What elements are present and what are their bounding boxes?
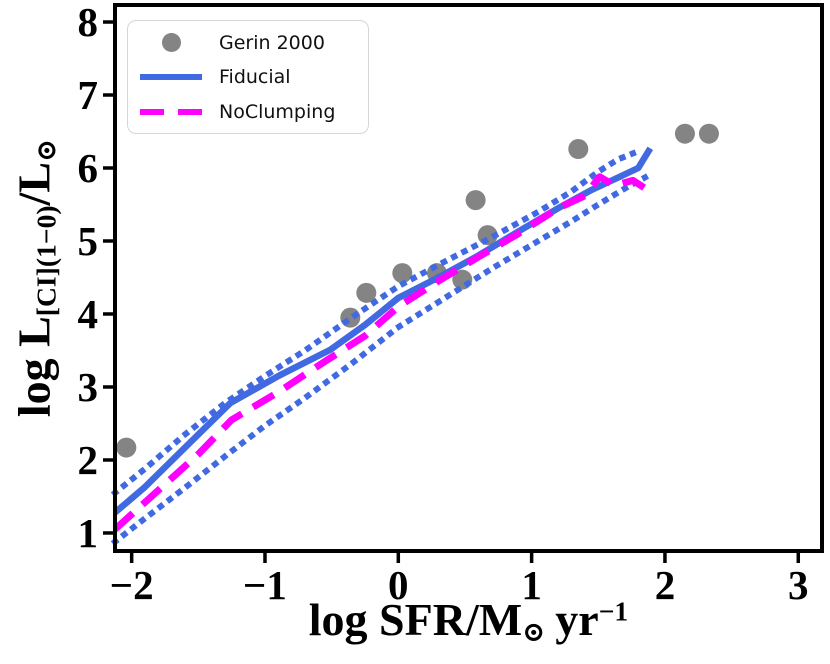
y-axis-label-text: log L xyxy=(8,316,60,418)
legend-item-fiducial: Fiducial xyxy=(128,60,368,94)
y-tick-label: 2 xyxy=(78,437,99,483)
gerin-2000-point xyxy=(340,307,361,328)
gerin-2000-point xyxy=(674,123,695,144)
y-tick-label: 6 xyxy=(78,145,99,191)
legend-marker-area xyxy=(140,74,202,80)
gerin-2000-point xyxy=(698,123,719,144)
y-tick-label: 8 xyxy=(78,0,99,45)
plot-border xyxy=(113,3,824,553)
solid-line-icon xyxy=(140,74,202,80)
x-tick-label: −1 xyxy=(243,562,287,608)
x-axis-label-unit: yr xyxy=(555,594,599,645)
x-tick-label: 3 xyxy=(788,562,809,608)
legend-label: Gerin 2000 xyxy=(219,31,325,54)
dashed-line-icon xyxy=(140,108,202,115)
fiducial-lower-scatter-line xyxy=(110,173,650,546)
x-tick-label: 1 xyxy=(521,562,542,608)
y-axis-label-divider: /L xyxy=(8,161,60,206)
x-tick-label: 2 xyxy=(655,562,676,608)
x-tick-label: 0 xyxy=(388,562,409,608)
gerin-2000-point xyxy=(465,190,486,211)
y-tick-label: 3 xyxy=(78,364,99,410)
x-tick-label: −2 xyxy=(110,562,154,608)
x-axis-label-text: log SFR/M xyxy=(308,594,523,645)
scatter-dot-icon xyxy=(161,33,181,52)
gerin-2000-point xyxy=(392,263,413,284)
legend-label: Fiducial xyxy=(219,66,291,88)
y-tick-label: 7 xyxy=(78,72,99,118)
legend-marker-area xyxy=(140,33,202,52)
y-axis-label: log L[CI](1−0)/L⊙ xyxy=(8,138,62,418)
gerin-2000-point xyxy=(356,282,377,303)
y-tick-label: 5 xyxy=(78,218,99,264)
sun-symbol-icon: ⊙ xyxy=(522,616,546,648)
sun-symbol-icon: ⊙ xyxy=(30,138,62,162)
x-axis-label-exponent: −1 xyxy=(598,595,629,627)
legend-item-gerin-2000: Gerin 2000 xyxy=(128,26,368,60)
fiducial-line xyxy=(112,146,654,516)
legend-item-noclumping: NoClumping xyxy=(128,95,368,129)
y-tick-label: 4 xyxy=(78,291,99,337)
y-tick-label: 1 xyxy=(78,510,99,556)
gerin-2000-point xyxy=(116,437,137,458)
noclumping-line xyxy=(112,173,650,532)
x-axis-label: log SFR/M⊙ yr−1 xyxy=(115,597,822,646)
gerin-2000-point xyxy=(568,139,589,160)
legend-marker-area xyxy=(140,108,202,115)
y-axis-label-subscript: [CI](1−0) xyxy=(30,205,62,317)
legend-label: NoClumping xyxy=(219,100,336,123)
legend: Gerin 2000 Fiducial NoClumping xyxy=(127,20,369,134)
